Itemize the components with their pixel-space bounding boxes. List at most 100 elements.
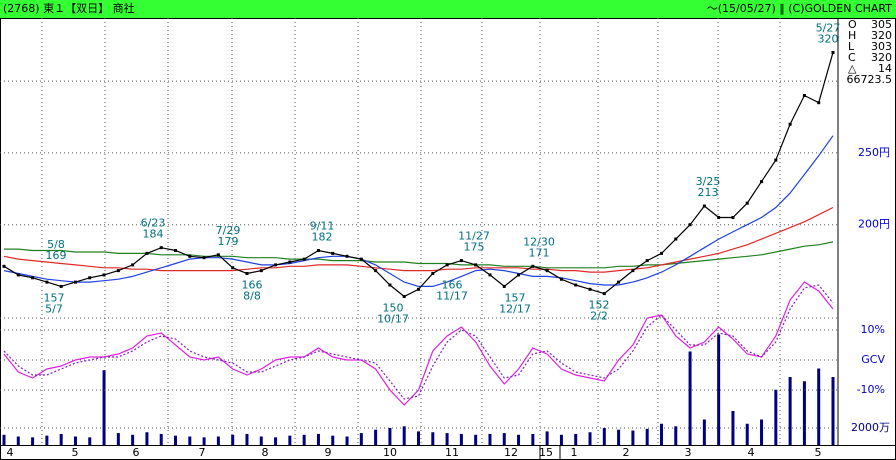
volume-bar <box>674 426 678 445</box>
volume-bar <box>731 411 735 445</box>
volume-bar <box>631 430 635 445</box>
candle <box>545 269 549 273</box>
x-tick-label: 11 <box>445 446 459 459</box>
candle <box>331 251 335 255</box>
info-label: H <box>848 29 856 42</box>
candle <box>674 237 678 241</box>
y-tick-label: 2000万 <box>851 421 890 434</box>
high-value: 175 <box>464 241 485 254</box>
chart-subtitle: 〜(15/05/27) ‖ (C)GOLDEN CHART <box>707 2 893 15</box>
volume-bar <box>259 436 263 445</box>
candle <box>731 216 735 220</box>
candle <box>431 272 435 276</box>
volume-bar <box>374 429 378 445</box>
y-tick-label: GCV <box>861 353 885 366</box>
low-date: 8/8 <box>243 290 261 303</box>
candle <box>274 263 278 267</box>
candle <box>45 280 49 284</box>
candle <box>374 269 378 273</box>
volume-bar <box>517 434 521 445</box>
candle <box>216 253 220 257</box>
info-value: 320 <box>871 51 892 64</box>
volume-bar <box>345 436 349 445</box>
volume-bar <box>645 428 649 445</box>
high-value: 184 <box>143 228 164 241</box>
volume-bar <box>559 434 563 445</box>
high-date: 11/27 <box>458 230 490 243</box>
volume-bar <box>702 419 706 445</box>
candle <box>402 294 406 298</box>
x-tick-label: 9 <box>325 446 332 459</box>
volume-bar <box>688 351 692 445</box>
candle <box>116 269 120 273</box>
candle <box>388 283 392 287</box>
volume-bar <box>102 370 106 445</box>
high-date: 3/25 <box>696 175 721 188</box>
candle <box>502 284 506 288</box>
volume-bar <box>717 334 721 445</box>
info-value: 303 <box>871 40 892 53</box>
info-value: 305 <box>871 18 892 31</box>
candle <box>145 251 149 255</box>
x-tick-label: 4 <box>7 446 14 459</box>
volume-bar <box>88 437 92 445</box>
gcv-line <box>3 281 834 406</box>
volume-bar <box>31 437 35 445</box>
volume-bar <box>274 437 278 445</box>
volume-bar <box>245 433 249 445</box>
candle <box>517 273 521 277</box>
candle <box>688 223 692 227</box>
volume-bar <box>188 436 192 445</box>
volume-bar <box>2 434 6 445</box>
candle <box>2 264 6 268</box>
candle <box>302 257 306 261</box>
volume-bar <box>388 428 392 445</box>
candle <box>359 257 363 261</box>
candle <box>259 269 263 273</box>
volume-bar <box>545 431 549 445</box>
volume-bar <box>474 434 478 445</box>
volume-bar <box>417 431 420 445</box>
high-value: 179 <box>218 235 239 248</box>
low-value: 166 <box>442 279 463 292</box>
candle <box>588 287 592 291</box>
low-date: 5/7 <box>45 302 63 315</box>
high-value: 171 <box>529 246 550 259</box>
volume-bar <box>831 377 835 445</box>
candle <box>131 263 135 267</box>
y-tick-label: 200円 <box>858 218 890 231</box>
moving-average <box>3 206 834 273</box>
x-tick-label: 5 <box>815 446 822 459</box>
candle <box>174 249 178 253</box>
volume-bar <box>202 437 206 445</box>
x-tick-label: 3 <box>685 446 692 459</box>
volume-bar <box>216 436 220 445</box>
candle <box>717 216 721 220</box>
x-tick-label: 15 <box>539 446 553 459</box>
candle <box>102 273 106 277</box>
candle <box>231 266 235 270</box>
info-label: O <box>848 18 857 31</box>
volume-bar <box>788 377 792 445</box>
volume-bar <box>602 428 606 445</box>
candle <box>559 277 563 281</box>
high-date: 7/29 <box>216 224 241 237</box>
moving-average <box>4 241 834 269</box>
candle <box>760 180 764 184</box>
candle <box>802 94 806 98</box>
x-tick-label: 5 <box>72 446 79 459</box>
volume-bar <box>131 434 135 445</box>
volume-bar <box>745 423 749 445</box>
low-value: 166 <box>242 279 263 292</box>
x-tick-label: 8 <box>262 446 269 459</box>
candle <box>345 254 349 258</box>
candle <box>417 287 420 291</box>
high-value: 213 <box>698 186 719 199</box>
info-label: C <box>848 51 856 64</box>
info-value: 320 <box>871 29 892 42</box>
info-value: 14 <box>878 62 892 75</box>
candle <box>602 292 606 296</box>
candle <box>288 260 292 264</box>
candle <box>474 263 478 267</box>
